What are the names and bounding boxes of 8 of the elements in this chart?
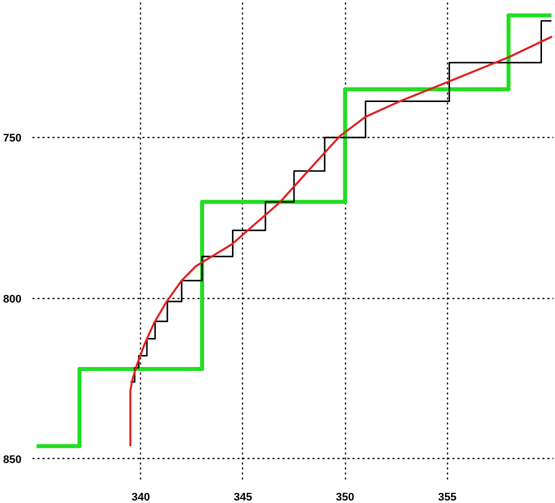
x-tick-label: 350 — [336, 492, 354, 503]
y-tick-label: 800 — [3, 293, 22, 306]
x-tick-label: 355 — [438, 492, 456, 503]
y-tick-label: 850 — [3, 454, 22, 466]
x-tick-label: 340 — [132, 492, 150, 503]
x-tick-label: 345 — [234, 492, 252, 503]
y-tick-label: 750 — [3, 132, 22, 145]
line-series — [129, 36, 554, 448]
